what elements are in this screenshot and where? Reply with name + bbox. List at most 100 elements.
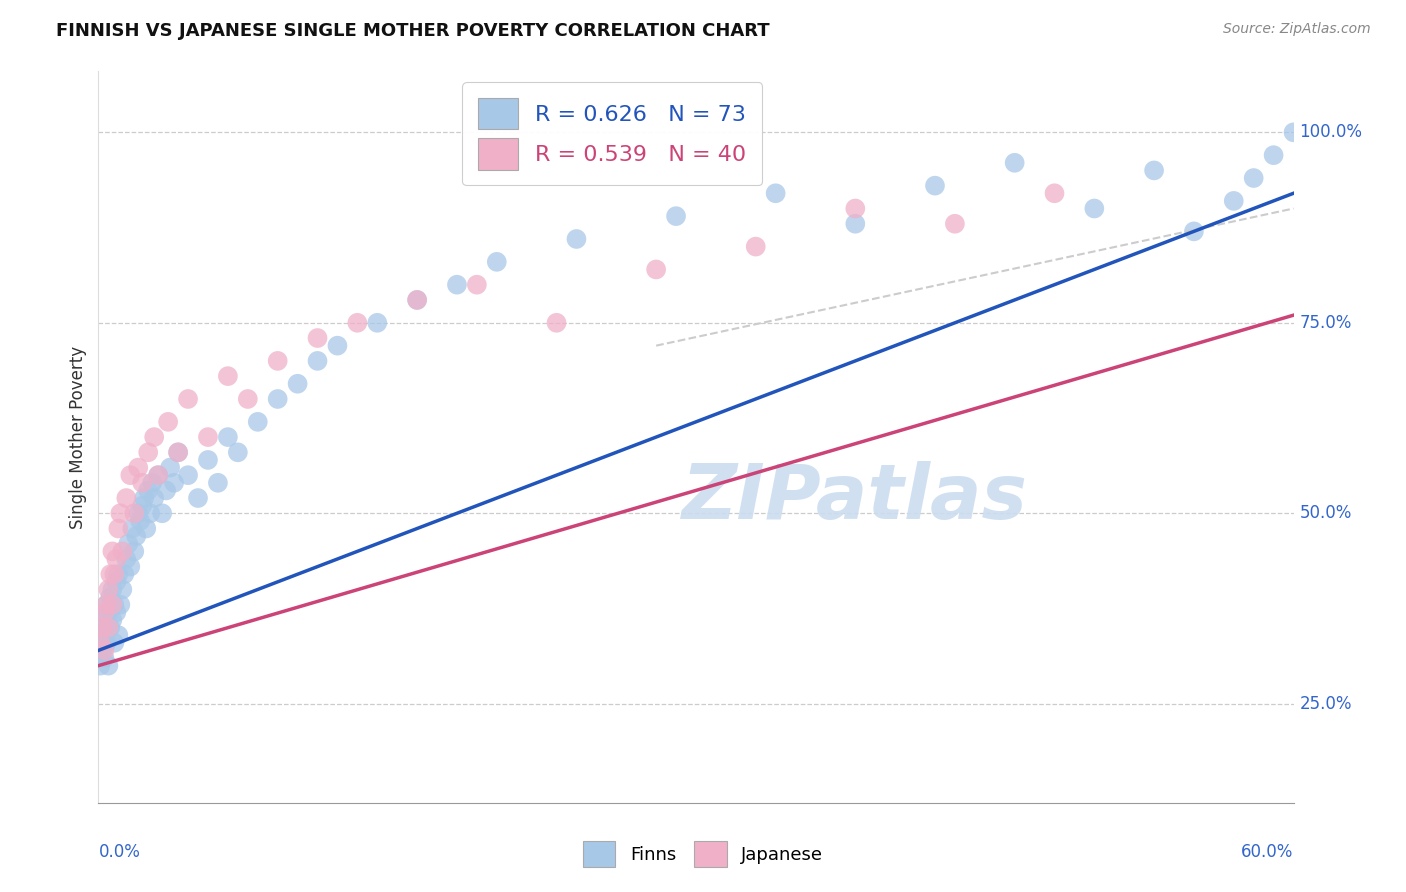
Point bbox=[446, 277, 468, 292]
Point bbox=[135, 521, 157, 535]
Point bbox=[1182, 224, 1205, 238]
Point bbox=[136, 445, 159, 459]
Point bbox=[226, 445, 249, 459]
Point bbox=[465, 277, 488, 292]
Point bbox=[115, 491, 138, 505]
Text: 25.0%: 25.0% bbox=[1299, 695, 1353, 713]
Point bbox=[105, 574, 128, 589]
Point bbox=[91, 643, 114, 657]
Point bbox=[645, 262, 668, 277]
Legend: Finns, Japanese: Finns, Japanese bbox=[575, 834, 831, 874]
Y-axis label: Single Mother Poverty: Single Mother Poverty bbox=[69, 345, 87, 529]
Text: 75.0%: 75.0% bbox=[1299, 314, 1353, 332]
Point bbox=[91, 621, 114, 635]
Point bbox=[187, 491, 209, 505]
Point bbox=[136, 483, 159, 498]
Point bbox=[110, 598, 132, 612]
Text: FINNISH VS JAPANESE SINGLE MOTHER POVERTY CORRELATION CHART: FINNISH VS JAPANESE SINGLE MOTHER POVERT… bbox=[56, 22, 770, 40]
Point bbox=[141, 475, 163, 490]
Point bbox=[236, 392, 259, 406]
Point bbox=[267, 354, 290, 368]
Point bbox=[101, 582, 124, 597]
Point bbox=[1243, 171, 1265, 186]
Point bbox=[93, 613, 115, 627]
Point bbox=[157, 415, 180, 429]
Point bbox=[124, 506, 146, 520]
Point bbox=[1083, 202, 1105, 216]
Point bbox=[546, 316, 568, 330]
Point bbox=[121, 521, 143, 535]
Point bbox=[120, 468, 142, 483]
Point bbox=[1223, 194, 1246, 208]
Point bbox=[117, 537, 139, 551]
Point bbox=[93, 605, 115, 619]
Text: 50.0%: 50.0% bbox=[1299, 504, 1353, 523]
Point bbox=[1004, 156, 1026, 170]
Point bbox=[115, 552, 138, 566]
Point bbox=[107, 628, 129, 642]
Point bbox=[129, 514, 152, 528]
Point bbox=[139, 506, 162, 520]
Point bbox=[366, 316, 388, 330]
Point bbox=[665, 209, 688, 223]
Point bbox=[98, 621, 122, 635]
Point bbox=[124, 544, 146, 558]
Point bbox=[96, 598, 118, 612]
Point bbox=[93, 651, 115, 665]
Point bbox=[97, 658, 120, 673]
Point bbox=[150, 506, 173, 520]
Point bbox=[98, 590, 122, 604]
Legend: R = 0.626   N = 73, R = 0.539   N = 40: R = 0.626 N = 73, R = 0.539 N = 40 bbox=[463, 82, 762, 186]
Point bbox=[112, 567, 135, 582]
Point bbox=[143, 491, 166, 505]
Point bbox=[307, 331, 329, 345]
Point bbox=[287, 376, 309, 391]
Point bbox=[96, 636, 118, 650]
Point bbox=[103, 636, 125, 650]
Text: 60.0%: 60.0% bbox=[1241, 843, 1294, 861]
Point bbox=[105, 552, 128, 566]
Point bbox=[107, 567, 129, 582]
Point bbox=[97, 605, 120, 619]
Point bbox=[101, 544, 124, 558]
Point bbox=[745, 239, 768, 253]
Point bbox=[406, 293, 429, 307]
Point bbox=[177, 392, 200, 406]
Point bbox=[143, 430, 166, 444]
Point bbox=[207, 475, 229, 490]
Point bbox=[93, 628, 115, 642]
Point bbox=[103, 598, 125, 612]
Point bbox=[844, 217, 866, 231]
Point bbox=[91, 621, 114, 635]
Point bbox=[101, 613, 124, 627]
Point bbox=[89, 658, 111, 673]
Point bbox=[159, 460, 181, 475]
Point bbox=[1263, 148, 1285, 162]
Point bbox=[406, 293, 429, 307]
Text: Source: ZipAtlas.com: Source: ZipAtlas.com bbox=[1223, 22, 1371, 37]
Point bbox=[131, 475, 153, 490]
Point bbox=[111, 544, 134, 558]
Point bbox=[177, 468, 200, 483]
Point bbox=[155, 483, 177, 498]
Point bbox=[96, 598, 118, 612]
Point bbox=[127, 460, 149, 475]
Point bbox=[127, 506, 149, 520]
Point bbox=[844, 202, 866, 216]
Text: ZIPatlas: ZIPatlas bbox=[682, 461, 1028, 535]
Point bbox=[131, 499, 153, 513]
Point bbox=[163, 475, 186, 490]
Point bbox=[326, 339, 349, 353]
Point bbox=[197, 453, 219, 467]
Point bbox=[120, 559, 142, 574]
Point bbox=[217, 430, 239, 444]
Point bbox=[93, 643, 115, 657]
Point bbox=[98, 567, 122, 582]
Point bbox=[267, 392, 290, 406]
Point bbox=[924, 178, 946, 193]
Point bbox=[197, 430, 219, 444]
Point bbox=[125, 529, 148, 543]
Point bbox=[1043, 186, 1066, 201]
Point bbox=[107, 521, 129, 535]
Point bbox=[134, 491, 156, 505]
